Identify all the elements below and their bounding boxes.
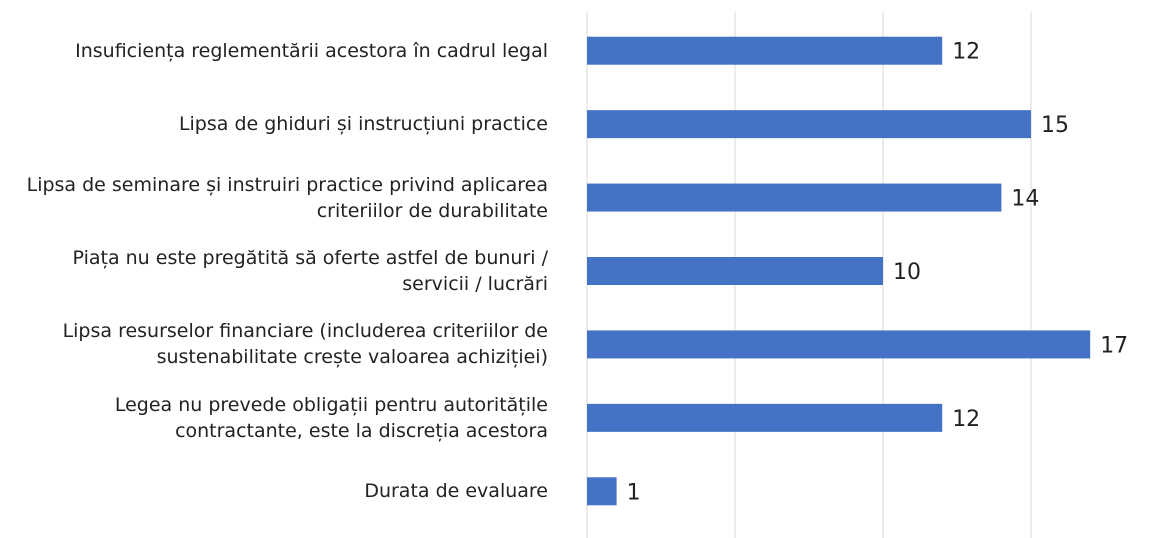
bar (587, 257, 883, 285)
category-label: Lipsa resurselor financiare (includerea … (62, 320, 548, 369)
data-label: 15 (1041, 113, 1069, 138)
bar (587, 36, 943, 65)
bar (587, 477, 617, 506)
data-label: 10 (893, 260, 921, 285)
data-label: 12 (952, 40, 980, 65)
bar (587, 110, 1031, 139)
data-label: 17 (1100, 333, 1128, 358)
bar (587, 403, 943, 432)
category-label: Piața nu este pregătită să oferte astfel… (72, 247, 548, 295)
category-label: Legea nu prevede obligații pentru autori… (114, 393, 548, 442)
bar (587, 183, 1002, 212)
category-label: Durata de evaluare (364, 480, 548, 503)
category-label: Lipsa de ghiduri și instrucțiuni practic… (178, 113, 548, 136)
data-label: 1 (627, 480, 641, 505)
bar (587, 330, 1091, 359)
category-label: Insuficiența reglementării acestora în c… (75, 39, 548, 62)
category-label: Lipsa de seminare și instruiri practice … (26, 173, 548, 222)
data-label: 14 (1011, 187, 1039, 212)
data-label: 12 (952, 407, 980, 432)
